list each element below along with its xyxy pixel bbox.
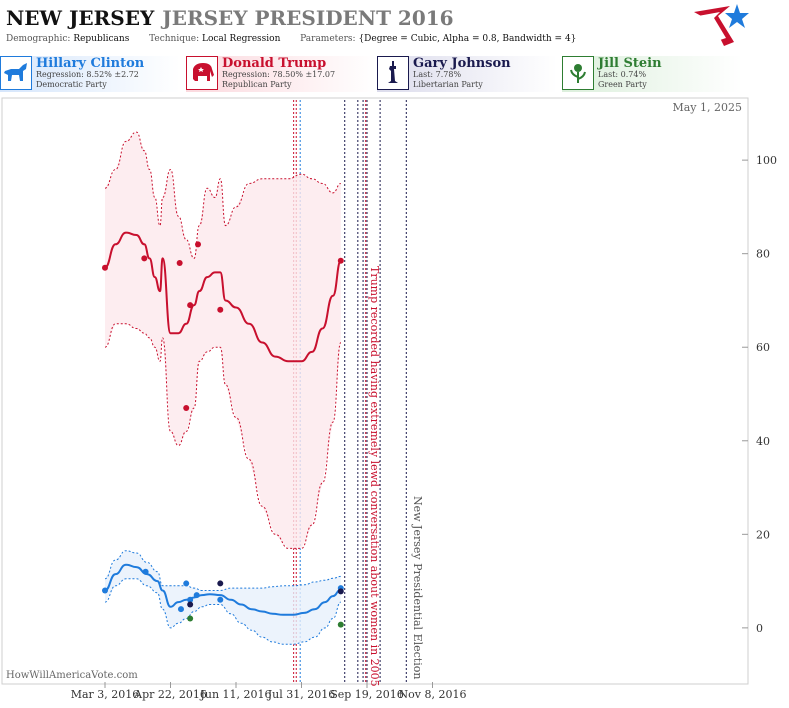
hillary-clinton-poll-point	[193, 592, 200, 599]
candidate-stat: Last: 0.74%	[598, 70, 647, 79]
date-stamp: May 1, 2025	[672, 101, 742, 114]
statue-of-liberty-icon	[377, 56, 409, 90]
y-tick-label: 80	[756, 248, 770, 261]
candidate-card-trump[interactable]: Donald Trump Regression: 78.50% ±17.07 R…	[186, 56, 376, 92]
donald-trump-poll-point	[183, 405, 190, 412]
annotation-label: Trump recorded having extremely lewd con…	[368, 266, 381, 687]
model-parameters: Demographic: Republicans Technique: Loca…	[6, 34, 576, 44]
jill-stein-poll-point	[337, 621, 344, 628]
demographic-value: Republicans	[73, 34, 130, 44]
candidate-name: Hillary Clinton	[36, 56, 145, 71]
gary-johnson-poll-point	[217, 580, 224, 587]
donald-trump-poll-point	[217, 306, 224, 313]
hillary-clinton-regression-line	[104, 563, 342, 616]
x-tick-label: Nov 8, 2016	[399, 688, 467, 701]
candidate-party: Libertarian Party	[413, 80, 483, 89]
donald-trump-poll-point	[195, 241, 202, 248]
donald-trump-poll-point	[141, 255, 148, 262]
jill-stein-poll-point	[187, 615, 194, 622]
candidate-card-johnson[interactable]: Gary Johnson Last: 7.78% Libertarian Par…	[377, 56, 557, 92]
hillary-clinton-poll-point	[187, 596, 194, 603]
candidate-name: Donald Trump	[222, 56, 327, 71]
donald-trump-upper-bound	[104, 131, 341, 259]
donald-trump-regression-line	[104, 231, 342, 363]
hillary-clinton-poll-point	[217, 596, 224, 603]
y-tick-label: 0	[756, 622, 763, 635]
candidate-stat: Regression: 8.52% ±2.72	[36, 70, 139, 79]
hillary-clinton-poll-point	[177, 606, 184, 613]
candidate-stat: Last: 7.78%	[413, 70, 462, 79]
hillary-clinton-confidence-band	[105, 550, 341, 645]
x-tick-label: Jun 11, 2016	[199, 688, 271, 701]
parameters-value: {Degree = Cubic, Alpha = 0.8, Bandwidth …	[358, 34, 577, 44]
state-name: NEW JERSEY	[6, 6, 155, 30]
candidate-card-clinton[interactable]: Hillary Clinton Regression: 8.52% ±2.72 …	[0, 56, 180, 92]
race-name: JERSEY PRESIDENT 2016	[162, 6, 454, 30]
candidate-name: Jill Stein	[598, 56, 662, 71]
hillary-clinton-poll-point	[102, 587, 108, 594]
x-tick-label: Mar 3, 2016	[71, 688, 140, 701]
hillary-clinton-poll-point	[142, 568, 149, 575]
gary-johnson-poll-point	[187, 601, 194, 608]
donald-trump-poll-point	[187, 302, 194, 309]
elephant-icon	[186, 56, 218, 90]
y-tick-label: 100	[756, 154, 777, 167]
chart-area: 0 20 40 60 80 100 Mar 3, 2016 Apr 22, 2016 Jun 1…	[0, 96, 789, 704]
y-tick-label: 40	[756, 435, 770, 448]
x-tick-label: Apr 22, 2016	[133, 688, 207, 701]
candidate-stat: Regression: 78.50% ±17.07	[222, 70, 336, 79]
candidate-card-stein[interactable]: Jill Stein Last: 0.74% Green Party	[562, 56, 742, 92]
donald-trump-confidence-band	[105, 132, 341, 549]
donkey-icon	[0, 56, 32, 90]
candidate-name: Gary Johnson	[413, 56, 511, 71]
donald-trump-poll-point	[176, 260, 183, 267]
demographic-label: Demographic:	[6, 34, 71, 44]
hillary-clinton-poll-point	[183, 580, 190, 587]
technique-label: Technique:	[149, 34, 200, 44]
donald-trump-poll-point	[102, 264, 108, 271]
y-tick-label: 20	[756, 528, 770, 541]
header: NEW JERSEY JERSEY PRESIDENT 2016 Demograp…	[0, 0, 789, 50]
annotation-label: New Jersey Presidential Election	[411, 496, 424, 679]
technique-value: Local Regression	[202, 34, 281, 44]
watermark: HowWillAmericaVote.com	[6, 670, 138, 681]
y-tick-label: 60	[756, 341, 770, 354]
x-tick-label: Jul 31, 2016	[267, 688, 336, 701]
parameters-label: Parameters:	[300, 34, 356, 44]
page-title: NEW JERSEY JERSEY PRESIDENT 2016	[6, 6, 454, 30]
candidate-party: Green Party	[598, 80, 647, 89]
candidate-party: Republican Party	[222, 80, 292, 89]
gary-johnson-poll-point	[337, 588, 344, 595]
x-tick-label: Sep 19, 2016	[330, 688, 404, 701]
site-logo-icon	[694, 4, 749, 46]
hillary-clinton-upper-bound	[104, 550, 341, 591]
candidate-party: Democratic Party	[36, 80, 107, 89]
flower-icon	[562, 56, 594, 90]
candidate-legend: Hillary Clinton Regression: 8.52% ±2.72 …	[0, 56, 789, 94]
hillary-clinton-lower-bound	[104, 578, 342, 645]
donald-trump-poll-point	[337, 257, 344, 264]
